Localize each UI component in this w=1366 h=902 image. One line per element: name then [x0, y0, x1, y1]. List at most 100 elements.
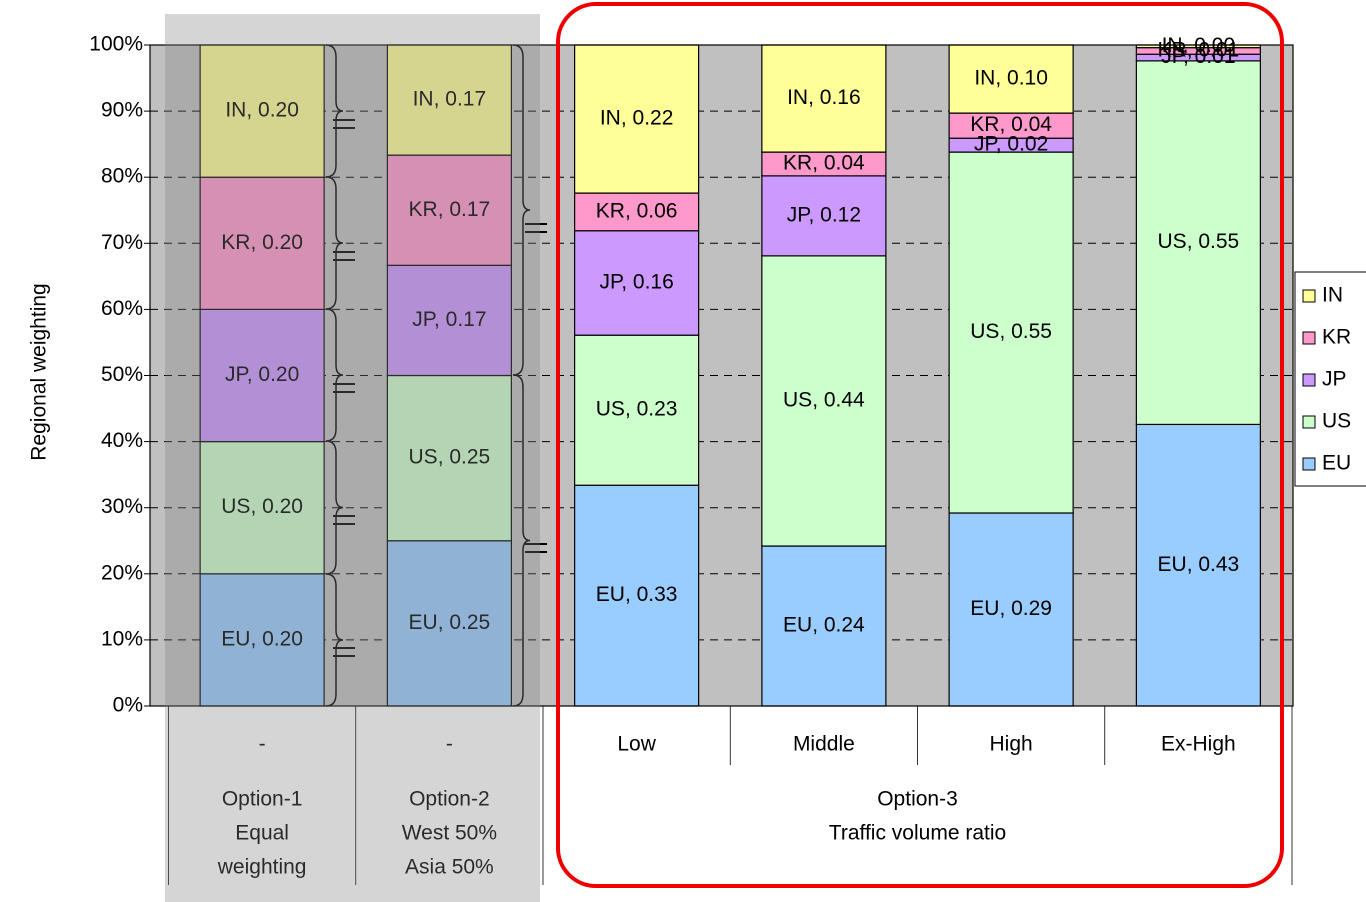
bar-segment — [574, 192, 700, 232]
bar-segment — [386, 374, 512, 542]
legend-label: US — [1322, 410, 1351, 433]
data-label: EU, 0.29 — [970, 597, 1052, 620]
bar-segment — [199, 441, 325, 575]
data-label: IN, 0.20 — [225, 99, 299, 122]
data-label: KR, 0.04 — [970, 113, 1052, 136]
y-tick-label: 70% — [101, 231, 143, 254]
bar-segment — [386, 154, 512, 266]
group-label: Traffic volume ratio — [829, 822, 1006, 845]
brace — [325, 573, 344, 707]
data-label: IN, 0.22 — [600, 107, 674, 130]
group-label: Equal — [235, 822, 289, 845]
data-label: US, 0.55 — [1158, 230, 1240, 253]
data-label: US, 0.44 — [783, 388, 865, 411]
brace — [325, 440, 344, 575]
data-label: US, 0.23 — [596, 398, 678, 421]
y-tick-label: 60% — [101, 297, 143, 320]
y-tick-label: 100% — [89, 33, 143, 56]
group-label: West 50% — [402, 822, 497, 845]
axes: 0% 10% 20% 30% 40% 50% 60% 70% 80% 90% 100% - - Low Mi… — [89, 33, 1293, 885]
bar-segment — [948, 112, 1074, 139]
group-label: Asia 50% — [405, 856, 494, 879]
bar-segment — [761, 44, 887, 153]
y-tick-label: 30% — [101, 495, 143, 518]
y-tick-label: 90% — [101, 99, 143, 122]
legend-swatch — [1302, 331, 1316, 345]
data-label: JP, 0.02 — [974, 133, 1048, 156]
brace — [325, 44, 344, 178]
data-label: KR, 0.06 — [596, 199, 678, 222]
x-tick-label: - — [446, 733, 453, 756]
data-label: IN, 0.17 — [413, 88, 487, 111]
data-label: KR, 0.20 — [221, 231, 303, 254]
bar-segment — [386, 264, 512, 377]
data-label: IN, 0.10 — [974, 67, 1048, 90]
data-labels: EU, 0.20 US, 0.20 JP, 0.20 KR, 0.20 IN, 0.20… — [221, 34, 1239, 651]
legend-swatch — [1302, 373, 1316, 387]
brace — [325, 308, 344, 442]
data-label: JP, 0.16 — [599, 271, 673, 294]
brackets — [325, 44, 547, 707]
legend-label: JP — [1322, 368, 1347, 391]
group-label: Option-3 — [877, 788, 958, 811]
bar-segment — [386, 540, 512, 707]
x-tick-label: Ex-High — [1161, 733, 1236, 756]
x-tick-label: Low — [617, 733, 656, 756]
grid — [150, 110, 1293, 641]
data-label: JP, 0.20 — [225, 363, 299, 386]
data-label: EU, 0.43 — [1158, 553, 1240, 576]
y-tick-label: 10% — [101, 627, 143, 650]
data-label: JP, 0.01 — [1161, 45, 1235, 68]
legend-swatch — [1302, 457, 1316, 471]
data-label: EU, 0.20 — [221, 627, 303, 650]
x-tick-label: High — [990, 733, 1033, 756]
y-tick-label: 50% — [101, 363, 143, 386]
bar-segment — [948, 44, 1074, 114]
data-label: IN, 0.00 — [1162, 34, 1236, 57]
y-axis-label: Regional weighting — [28, 283, 51, 460]
brace — [325, 176, 344, 310]
data-label: EU, 0.25 — [409, 611, 491, 634]
group-label: Option-2 — [409, 788, 490, 811]
brace — [512, 44, 531, 376]
bar-segment — [574, 44, 700, 194]
data-label: JP, 0.12 — [787, 203, 861, 226]
legend-swatch — [1302, 289, 1316, 303]
bar-segment — [574, 484, 700, 707]
data-label: KR, 0.04 — [783, 152, 865, 175]
bar-segment — [1135, 423, 1261, 707]
data-label: KR, 0.01 — [1158, 38, 1240, 61]
y-tick-label: 20% — [101, 561, 143, 584]
data-label: IN, 0.16 — [787, 86, 861, 109]
bar-segment — [199, 308, 325, 443]
brace — [512, 374, 531, 707]
bar-segment — [574, 230, 700, 336]
x-tick-label: - — [259, 733, 266, 756]
x-tick-label: Middle — [793, 733, 855, 756]
data-label: EU, 0.24 — [783, 614, 865, 637]
data-label: EU, 0.33 — [596, 583, 678, 606]
data-label: JP, 0.17 — [412, 308, 486, 331]
dim-overlay — [165, 14, 540, 902]
bar-segment — [199, 44, 325, 178]
legend: IN KR JP US EU — [1294, 271, 1366, 487]
data-label: US, 0.20 — [221, 495, 303, 518]
legend-swatch — [1302, 415, 1316, 429]
bar-segment — [948, 151, 1074, 514]
y-tick-label: 0% — [113, 694, 143, 717]
legend-label: EU — [1322, 452, 1351, 475]
bars — [199, 44, 1261, 707]
group-label: weighting — [217, 856, 307, 879]
legend-label: KR — [1322, 326, 1351, 349]
legend-label: IN — [1322, 284, 1343, 307]
data-label: US, 0.55 — [970, 320, 1052, 343]
bar-segment — [574, 334, 700, 486]
bar-segment — [761, 545, 887, 707]
group-label: Option-1 — [222, 788, 303, 811]
bar-segment — [386, 44, 512, 156]
data-label: KR, 0.17 — [409, 198, 491, 221]
bar-segment — [761, 255, 887, 547]
bar-segment — [948, 512, 1074, 707]
